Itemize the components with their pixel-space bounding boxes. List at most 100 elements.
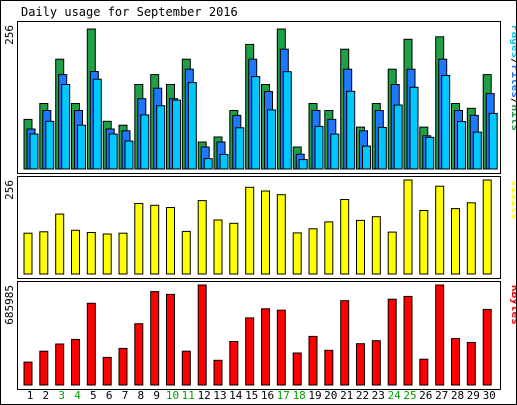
bar-pages-day-29: [472, 131, 482, 170]
bar-kbytes-day-24: [387, 298, 397, 386]
bar-visits-day-19: [308, 228, 318, 275]
bar-pages-day-12: [203, 158, 213, 170]
day-label: 18: [293, 389, 306, 402]
bar-pages-day-7: [124, 140, 134, 170]
day-axis: 1 2 3 4 5 6 7 8 9 10 11 12 13 14 15 16 17 18 19 20 21 22 23 24 2…: [27, 389, 496, 402]
bar-visits-day-28: [451, 208, 460, 275]
day-label: 13: [213, 389, 226, 402]
bar-pages-day-5: [92, 78, 102, 170]
bar-visits-day-8: [134, 203, 144, 275]
bar-visits-day-13: [213, 219, 223, 275]
day-label: 19: [308, 389, 321, 402]
panel-legend: Pages/Files/Hits: [509, 25, 517, 131]
bar-pages-day-8: [140, 114, 150, 170]
bar-kbytes-day-9: [150, 291, 160, 386]
bar-kbytes-day-4: [71, 338, 80, 386]
bar-kbytes-day-27: [435, 284, 445, 386]
bar-pages-day-16: [267, 109, 276, 170]
bar-visits-day-29: [466, 202, 476, 275]
bar-visits-day-15: [245, 186, 255, 275]
bar-visits-day-3: [55, 213, 65, 275]
bar-kbytes-day-8: [134, 323, 144, 386]
day-label: 9: [153, 389, 160, 402]
bar-visits-day-14: [229, 222, 239, 275]
bar-visits-day-10: [166, 207, 175, 275]
bar-pages-day-11: [187, 82, 197, 170]
bar-kbytes-day-22: [356, 343, 365, 386]
bar-kbytes-day-14: [229, 341, 239, 386]
bar-visits-day-11: [181, 230, 191, 275]
bar-kbytes-day-21: [340, 300, 350, 386]
bar-pages-day-1: [29, 133, 39, 170]
bar-kbytes-day-23: [371, 340, 381, 386]
bar-visits-day-23: [371, 216, 381, 275]
bar-pages-day-30: [488, 112, 498, 170]
bar-visits-day-17: [276, 194, 286, 275]
day-label: 1: [27, 389, 34, 402]
bar-pages-day-27: [441, 75, 451, 170]
bar-pages-day-17: [282, 71, 292, 170]
bar-kbytes-day-28: [451, 338, 460, 386]
bar-pages-day-6: [108, 133, 118, 170]
panel-pages-files-hits: 256 Pages/Files/Hits: [3, 21, 517, 174]
bar-visits-day-4: [71, 229, 80, 275]
bar-visits-day-24: [387, 231, 397, 275]
day-label: 15: [245, 389, 258, 402]
day-label: 25: [403, 389, 416, 402]
bar-visits-day-26: [419, 210, 429, 275]
bar-kbytes-day-25: [403, 295, 413, 386]
bar-pages-day-2: [45, 120, 55, 170]
bar-visits-day-22: [356, 219, 365, 275]
chart-title: Daily usage for September 2016: [21, 5, 238, 19]
bar-kbytes-day-12: [197, 284, 207, 386]
panel-max-label: 685985: [3, 285, 16, 325]
day-label: 14: [229, 389, 243, 402]
bar-visits-day-12: [197, 200, 207, 275]
bar-visits-day-16: [261, 190, 270, 275]
day-label: 7: [122, 389, 129, 402]
bar-kbytes-day-2: [39, 350, 49, 386]
day-label: 22: [356, 389, 369, 402]
bar-visits-day-7: [118, 232, 128, 275]
day-label: 10: [166, 389, 179, 402]
bar-pages-day-3: [61, 84, 71, 170]
bar-kbytes-day-16: [261, 308, 270, 386]
bar-kbytes-day-7: [118, 347, 128, 386]
bar-visits-day-30: [482, 179, 492, 275]
bar-visits-day-9: [150, 204, 160, 275]
day-label: 3: [58, 389, 65, 402]
bar-kbytes-day-5: [86, 302, 96, 386]
bar-pages-day-15: [251, 76, 261, 170]
day-label: 20: [324, 389, 337, 402]
bar-kbytes-day-30: [482, 308, 492, 386]
day-label: 24: [388, 389, 402, 402]
bar-pages-day-26: [425, 136, 435, 170]
bar-pages-day-22: [362, 145, 371, 170]
bar-kbytes-day-20: [324, 349, 334, 386]
bar-kbytes-day-17: [276, 309, 286, 386]
bar-kbytes-day-1: [23, 361, 33, 386]
day-label: 2: [42, 389, 49, 402]
bar-kbytes-day-26: [419, 358, 429, 386]
bar-pages-day-4: [77, 124, 86, 170]
panel-max-label: 256: [3, 25, 16, 45]
legend-entry: Files: [509, 65, 517, 98]
bar-pages-day-19: [314, 125, 324, 170]
day-label: 5: [90, 389, 97, 402]
bar-pages-day-21: [346, 90, 356, 170]
bar-kbytes-day-11: [181, 350, 191, 386]
bar-pages-day-13: [219, 153, 229, 170]
bar-pages-day-28: [457, 121, 466, 170]
bar-kbytes-day-18: [292, 352, 302, 386]
day-label: 8: [137, 389, 144, 402]
day-label: 21: [340, 389, 353, 402]
bar-pages-day-9: [156, 105, 166, 170]
bar-kbytes-day-3: [55, 343, 65, 386]
day-label: 28: [451, 389, 464, 402]
legend-entry: /: [509, 98, 517, 105]
bar-pages-day-20: [330, 133, 340, 170]
day-label: 16: [261, 389, 274, 402]
bar-kbytes-day-29: [466, 342, 476, 386]
